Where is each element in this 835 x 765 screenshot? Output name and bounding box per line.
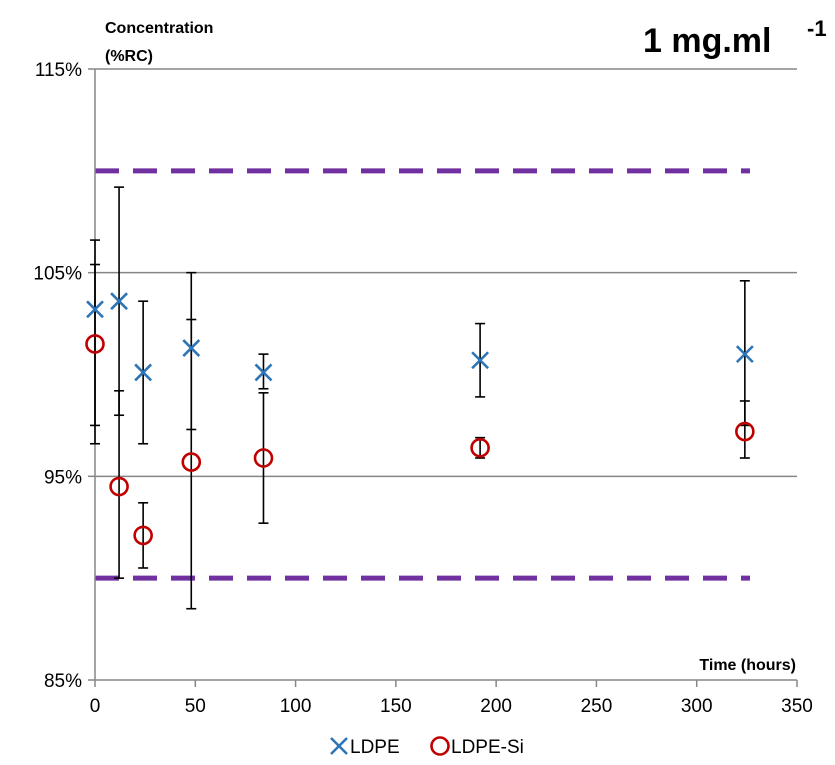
legend: LDPE LDPE-Si [330,736,524,758]
x-tick-label: 50 [185,696,206,717]
y-axis-title-line1: Concentration [105,20,213,37]
tick-labels: 85% 95% 105% 115% 0 50 100 150 200 250 300 350 [33,60,812,717]
x-tick-label: 200 [480,696,512,717]
data-point-ldpe-si [109,476,129,497]
data-point-ldpe [471,351,490,370]
data-point-ldpe-si [85,334,105,354]
y-tick-label: 85% [44,671,82,692]
data-markers [85,292,755,546]
chart-title: 1 mg.ml [643,22,771,60]
x-tick-label: 350 [781,696,813,717]
gridlines [95,68,797,478]
x-tick-label: 0 [90,696,101,717]
data-point-ldpe [182,339,201,357]
data-point-ldpe-si [735,421,755,442]
legend-marker-ldpe-si [430,736,450,756]
data-point-ldpe-si [133,525,153,546]
x-tick-label: 250 [581,696,613,717]
y-axis-title-line2: (%RC) [105,48,153,65]
legend-circle-icon [430,736,450,756]
legend-x-icon [330,737,348,755]
y-tick-label: 115% [35,60,82,81]
data-point-ldpe [110,292,128,311]
axes [88,68,798,687]
y-tick-label: 105% [33,264,82,285]
data-point-ldpe-si [470,438,490,458]
data-point-ldpe-si [181,452,202,472]
error-bars [90,186,750,610]
chart-title-superscript: -1 [807,16,827,41]
x-tick-label: 100 [280,696,312,717]
x-tick-label: 150 [380,696,412,717]
legend-marker-ldpe [330,737,348,755]
data-point-ldpe [134,363,153,382]
x-tick-label: 300 [681,696,713,717]
legend-label-ldpe: LDPE [350,737,400,758]
data-point-ldpe-si [253,448,274,468]
data-point-ldpe [254,363,273,382]
x-axis-title: Time (hours) [699,657,796,674]
data-point-ldpe [86,300,104,319]
reference-lines [95,168,750,581]
data-point-ldpe [735,345,754,364]
y-tick-label: 95% [44,467,82,488]
legend-label-ldpe-si: LDPE-Si [451,737,524,758]
